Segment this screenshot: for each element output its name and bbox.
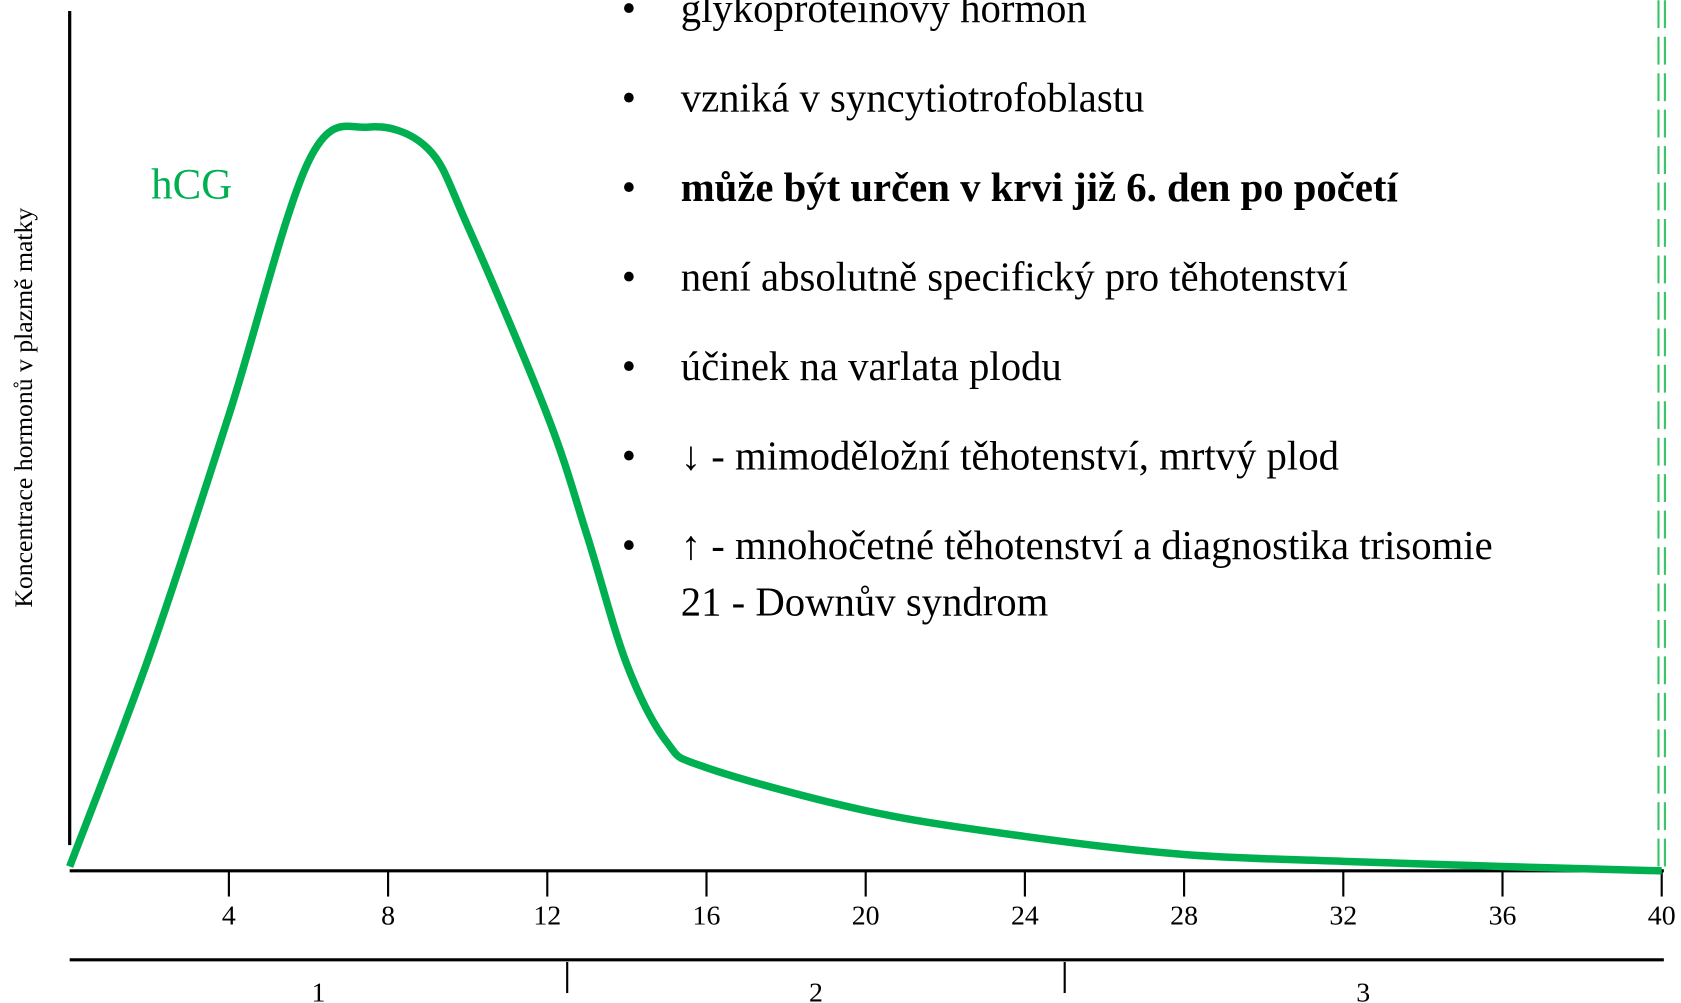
x-tick-label: 4 bbox=[222, 900, 236, 931]
trimester-label: 2 bbox=[809, 978, 823, 1003]
bullet-dot: • bbox=[622, 433, 636, 478]
bullet-text: glykoproteinový hormon bbox=[681, 0, 1087, 31]
x-tick-label: 8 bbox=[381, 900, 395, 931]
bullet-dot: • bbox=[622, 344, 636, 389]
x-tick-label: 12 bbox=[533, 900, 561, 931]
bullet-dot: • bbox=[622, 75, 636, 120]
bullet-text: účinek na varlata plodu bbox=[681, 344, 1062, 389]
bullet-text: není absolutně specifický pro těhotenstv… bbox=[681, 254, 1348, 299]
y-axis-label: Koncentrace hormonů v plazmě matky bbox=[9, 208, 38, 608]
bullet-text: 21 - Downův syndrom bbox=[681, 580, 1049, 625]
bullet-text: ↓ - mimoděložní těhotenství, mrtvý plod bbox=[681, 433, 1339, 478]
x-tick-label: 28 bbox=[1170, 900, 1198, 931]
x-tick-label: 20 bbox=[852, 900, 880, 931]
x-tick-label: 36 bbox=[1489, 900, 1517, 931]
bullet-dot: • bbox=[622, 0, 636, 31]
series-label: hCG bbox=[151, 162, 232, 209]
bullet-dot: • bbox=[622, 254, 636, 299]
bullet-dot: • bbox=[622, 523, 636, 568]
bullet-dot: • bbox=[622, 165, 636, 210]
bullet-text: může být určen v krvi již 6. den po poče… bbox=[681, 165, 1399, 210]
trimester-label: 1 bbox=[311, 978, 325, 1003]
bullet-text: ↑ - mnohočetné těhotenství a diagnostika… bbox=[681, 523, 1493, 568]
x-tick-label: 40 bbox=[1648, 900, 1676, 931]
x-tick-label: 16 bbox=[693, 900, 721, 931]
bullet-text: vzniká v syncytiotrofoblastu bbox=[681, 75, 1145, 120]
line-series bbox=[66, 122, 1662, 875]
x-tick-label: 24 bbox=[1011, 900, 1039, 931]
trimester-label: 3 bbox=[1356, 978, 1370, 1003]
x-tick-label: 32 bbox=[1329, 900, 1357, 931]
